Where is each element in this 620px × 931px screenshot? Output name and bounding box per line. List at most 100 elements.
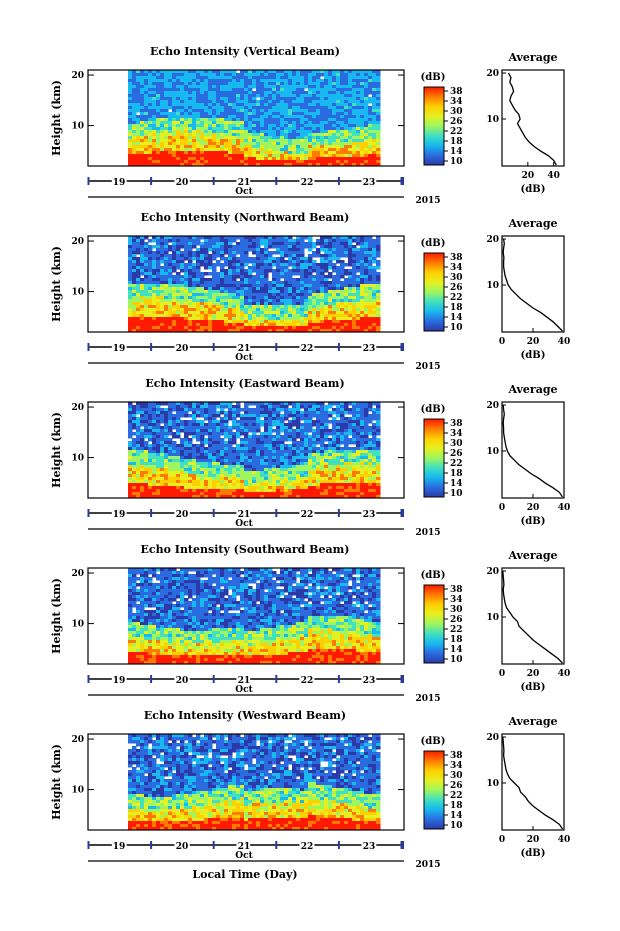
heatmap-cell <box>164 82 169 86</box>
heatmap-cell <box>320 299 325 303</box>
heatmap-cell <box>232 441 237 445</box>
heatmap-cell <box>260 148 265 152</box>
heatmap-cell <box>332 329 337 333</box>
heatmap-cell <box>220 124 225 128</box>
heatmap-cell <box>180 136 185 140</box>
heatmap-cell <box>316 91 321 95</box>
heatmap-cell <box>268 142 273 146</box>
heatmap-cell <box>372 94 377 98</box>
heatmap-cell <box>204 471 209 475</box>
heatmap-cell <box>204 405 209 409</box>
heatmap-cell <box>152 402 157 406</box>
heatmap-cell <box>196 139 201 143</box>
heatmap-cell <box>184 251 189 255</box>
heatmap-cell <box>216 450 221 454</box>
profile-x-tick-label: 20 <box>527 337 540 347</box>
heatmap-cell <box>164 79 169 83</box>
heatmap-cell <box>340 308 345 312</box>
heatmap-cell <box>272 311 277 315</box>
heatmap-cell <box>324 323 329 327</box>
heatmap-cell <box>268 79 273 83</box>
heatmap-cell <box>256 112 261 116</box>
heatmap-cell <box>236 115 241 119</box>
heatmap-cell <box>164 417 169 421</box>
heatmap-cell <box>280 266 285 270</box>
heatmap-cell <box>164 248 169 252</box>
heatmap-cell <box>360 320 365 324</box>
heatmap-cell <box>184 76 189 80</box>
heatmap-cell <box>276 308 281 312</box>
heatmap-cell <box>224 148 229 152</box>
heatmap-cell <box>276 314 281 318</box>
heatmap-cell <box>284 329 289 333</box>
heatmap-cell <box>208 483 213 487</box>
heatmap-cell <box>320 121 325 125</box>
heatmap-cell <box>352 308 357 312</box>
heatmap-cell <box>140 299 145 303</box>
heatmap-cell <box>128 245 133 249</box>
heatmap-cell <box>232 163 237 167</box>
heatmap-cell <box>140 423 145 427</box>
heatmap-cell <box>240 326 245 330</box>
heatmap-cell <box>216 477 221 481</box>
heatmap-cell <box>224 163 229 167</box>
heatmap-cell <box>248 278 253 282</box>
heatmap-cell <box>184 486 189 490</box>
heatmap-cell <box>232 293 237 297</box>
heatmap-cell <box>256 118 261 122</box>
heatmap-cell <box>208 492 213 496</box>
heatmap-cell <box>232 112 237 116</box>
heatmap-cell <box>364 100 369 104</box>
heatmap-cell <box>216 163 221 167</box>
heatmap-cell <box>164 290 169 294</box>
heatmap-cell <box>316 314 321 318</box>
heatmap-cell <box>216 423 221 427</box>
heatmap-cell <box>252 85 257 89</box>
heatmap-cell <box>284 248 289 252</box>
heatmap-cell <box>276 154 281 158</box>
heatmap-cell <box>232 139 237 143</box>
heatmap-cell <box>252 163 257 167</box>
heatmap-cell <box>268 139 273 143</box>
heatmap-cell <box>328 320 333 324</box>
heatmap-cell <box>232 411 237 415</box>
heatmap-cell <box>168 130 173 134</box>
heatmap-cell <box>200 441 205 445</box>
heatmap-cell <box>248 438 253 442</box>
heatmap-cell <box>308 151 313 155</box>
heatmap-cell <box>248 462 253 466</box>
heatmap-cell <box>204 266 209 270</box>
heatmap-cell <box>348 154 353 158</box>
heatmap-cell <box>148 417 153 421</box>
heatmap-cell <box>260 329 265 333</box>
heatmap-cell <box>292 254 297 258</box>
heatmap-cell <box>312 148 317 152</box>
heatmap-cell <box>172 456 177 460</box>
heatmap-cell <box>220 281 225 285</box>
heatmap-cell <box>344 73 349 77</box>
heatmap-cell <box>136 302 141 306</box>
heatmap-cell <box>212 405 217 409</box>
heatmap-cell <box>200 408 205 412</box>
heatmap-cell <box>244 242 249 246</box>
heatmap-cell <box>312 97 317 101</box>
heatmap-cell <box>180 281 185 285</box>
heatmap-cell <box>256 106 261 110</box>
heatmap-cell <box>152 94 157 98</box>
heatmap-cell <box>224 299 229 303</box>
heatmap-cell <box>304 314 309 318</box>
heatmap-cell <box>296 245 301 249</box>
heatmap-cell <box>244 139 249 143</box>
heatmap-cell <box>200 109 205 113</box>
heatmap-cell <box>140 236 145 240</box>
heatmap-cell <box>152 293 157 297</box>
heatmap-cell <box>360 148 365 152</box>
heatmap-cell <box>248 151 253 155</box>
heatmap-cell <box>160 70 165 74</box>
heatmap-cell <box>164 97 169 101</box>
colorbar <box>423 86 445 166</box>
heatmap-cell <box>152 287 157 291</box>
heatmap-cell <box>356 320 361 324</box>
heatmap-cell <box>376 154 381 158</box>
heatmap-cell <box>252 323 257 327</box>
